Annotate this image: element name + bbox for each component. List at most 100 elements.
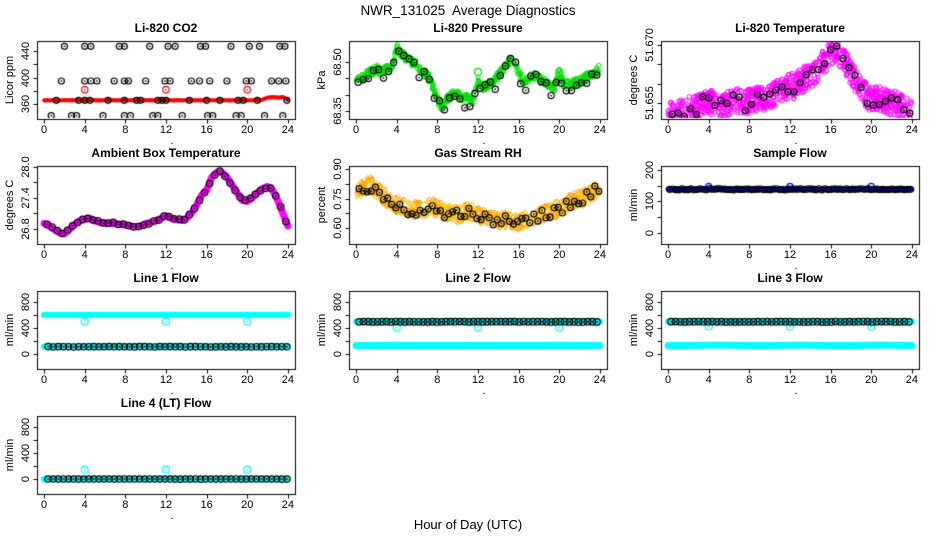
- x-tick-label: 4: [393, 124, 400, 136]
- plot-canvas: [624, 20, 936, 145]
- x-axis-minor-label: .: [170, 385, 174, 397]
- x-tick-label: 20: [241, 249, 254, 261]
- x-tick-label: 12: [159, 249, 173, 261]
- x-tick-label: 12: [159, 499, 173, 511]
- x-tick-label: 24: [593, 374, 606, 386]
- plot-canvas: [0, 20, 312, 145]
- x-tick-label: 24: [281, 124, 294, 136]
- y-tick-label: 400: [20, 68, 32, 87]
- x-tick-label: 24: [905, 124, 918, 136]
- x-axis-minor-label: .: [794, 260, 798, 272]
- x-tick-label: 0: [41, 499, 48, 511]
- panel-title: Line 4 (LT) Flow: [120, 396, 212, 410]
- y-tick-label: 800: [332, 293, 344, 312]
- y-tick-label: 0.75: [332, 187, 344, 210]
- x-tick-label: 20: [553, 249, 566, 261]
- plot-canvas: [312, 270, 624, 395]
- x-tick-label: 24: [281, 374, 294, 386]
- y-tick-label: 400: [20, 444, 32, 463]
- x-tick-label: 8: [122, 374, 129, 386]
- x-axis-minor-label: .: [482, 385, 486, 397]
- x-tick-label: 12: [471, 124, 485, 136]
- figure-title: NWR_131025 Average Diagnostics: [360, 3, 576, 18]
- x-tick-label: 4: [705, 124, 712, 136]
- x-tick-label: 24: [593, 249, 606, 261]
- x-axis-minor-label: .: [482, 135, 486, 147]
- x-tick-label: 12: [783, 124, 797, 136]
- x-tick-label: 0: [41, 249, 48, 261]
- x-tick-label: 8: [746, 124, 753, 136]
- panel-title: Sample Flow: [753, 146, 827, 160]
- panel-line-2-flow: Line 2 Flow ml/min 0 400 800 0 4 8 12 16 20 24.: [312, 270, 624, 397]
- y-axis-label: Licor ppm: [4, 55, 16, 105]
- panel-title: Li-820 Temperature: [735, 21, 845, 35]
- y-tick-label: 0.60: [332, 217, 344, 239]
- x-tick-label: 4: [81, 374, 88, 386]
- plot-canvas: [624, 270, 936, 395]
- x-tick-label: 0: [41, 374, 48, 386]
- panel-line-3-flow: Line 3 Flow ml/min 0 400 800 0 4 8 12 16 20 24.: [624, 270, 936, 397]
- x-tick-label: 16: [824, 124, 837, 136]
- y-tick-label: 68.50: [332, 48, 344, 76]
- y-tick-label: 360: [20, 95, 32, 114]
- y-tick-label: 51.670: [644, 28, 656, 62]
- x-tick-label: 8: [122, 499, 129, 511]
- y-tick-label: 100: [644, 192, 656, 211]
- y-tick-label: 800: [644, 293, 656, 312]
- x-tick-label: 4: [393, 249, 400, 261]
- panel-title: Gas Stream RH: [434, 146, 522, 160]
- x-tick-label: 16: [200, 124, 213, 136]
- x-tick-label: 4: [81, 499, 88, 511]
- panel-title: Ambient Box Temperature: [91, 146, 241, 160]
- x-tick-label: 20: [241, 374, 254, 386]
- x-tick-label: 24: [281, 499, 294, 511]
- y-tick-label: 400: [20, 319, 32, 338]
- y-tick-label: 0: [332, 351, 344, 358]
- plot-canvas: [312, 145, 624, 270]
- x-tick-label: 16: [824, 374, 837, 386]
- y-axis-label: ml/min: [628, 313, 640, 347]
- x-tick-label: 12: [471, 249, 485, 261]
- x-tick-label: 24: [593, 124, 606, 136]
- x-tick-label: 16: [512, 374, 525, 386]
- panel-li-820-pressure: Li-820 Pressure kPa 68.35 68.50 0 4 8 12 16 20 24.: [312, 20, 624, 147]
- x-tick-label: 16: [200, 374, 213, 386]
- y-tick-label: 0: [644, 229, 656, 236]
- x-tick-label: 0: [665, 374, 672, 386]
- x-tick-label: 0: [353, 124, 360, 136]
- x-tick-label: 12: [159, 124, 173, 136]
- x-tick-label: 4: [705, 374, 712, 386]
- panel-li-820-temperature: Li-820 Temperature degrees C 51.655 51.670 0…: [624, 20, 936, 147]
- x-tick-label: 4: [81, 249, 88, 261]
- x-tick-label: 20: [553, 374, 566, 386]
- y-tick-label: 51.655: [644, 86, 656, 121]
- x-tick-label: 16: [512, 249, 525, 261]
- x-tick-label: 20: [241, 499, 254, 511]
- x-tick-label: 8: [434, 249, 441, 261]
- y-axis-label: kPa: [316, 70, 328, 90]
- y-tick-label: 0: [20, 351, 32, 358]
- x-tick-label: 0: [41, 124, 48, 136]
- y-tick-label: 26.8: [20, 217, 32, 240]
- x-tick-label: 24: [905, 249, 918, 261]
- y-tick-label: 27.4: [20, 187, 32, 209]
- x-tick-label: 0: [665, 124, 672, 136]
- x-axis-label: Hour of Day (UTC): [413, 517, 523, 532]
- y-tick-label: 28.0: [20, 156, 32, 178]
- y-tick-label: 0: [644, 351, 656, 358]
- plot-canvas: [624, 145, 936, 270]
- x-tick-label: 8: [122, 249, 129, 261]
- x-axis-minor-label: .: [482, 260, 486, 272]
- y-axis-label: ml/min: [628, 188, 640, 222]
- x-tick-label: 0: [665, 249, 672, 261]
- y-tick-label: 440: [20, 41, 32, 61]
- y-tick-label: 68.35: [332, 97, 344, 125]
- x-tick-label: 0: [353, 374, 360, 386]
- y-tick-label: 800: [20, 418, 32, 437]
- panel-title: Line 1 Flow: [133, 271, 199, 285]
- y-axis-label: ml/min: [316, 313, 328, 347]
- x-axis-minor-label: .: [794, 135, 798, 147]
- panel-sample-flow: Sample Flow ml/min 0 100 200 0 4 8 12 16 20 24.: [624, 145, 936, 272]
- x-tick-label: 16: [200, 499, 213, 511]
